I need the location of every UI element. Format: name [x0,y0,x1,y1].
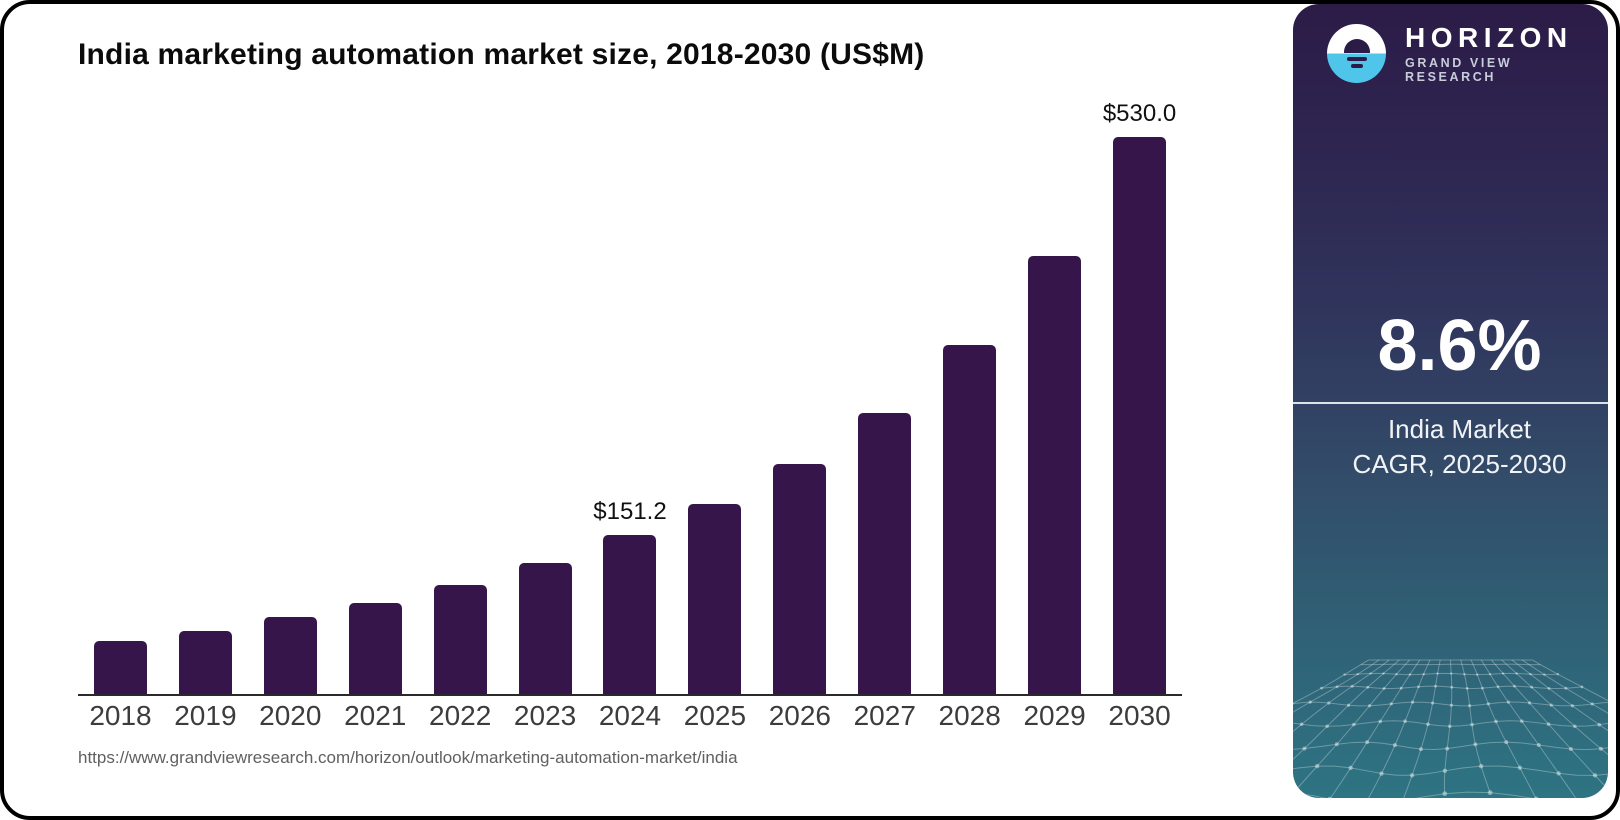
bar-2028 [943,345,997,694]
x-label-2027: 2027 [853,700,916,731]
chart-title: India marketing automation market size, … [78,38,925,71]
bar-2027 [858,413,912,694]
x-label-2026: 2026 [768,700,831,731]
cagr-value: 8.6% [1377,306,1542,386]
cagr-label-line1: India Market [1387,414,1532,444]
brand-name: HORIZON [1405,22,1573,53]
bar-2020 [263,617,317,694]
bar-series: $151.2 $530.0 [78,102,1182,694]
bar-2018 [93,641,147,694]
x-axis-labels: 2018 2019 2020 2021 2022 2023 2024 2025 2026 2027… [78,700,1182,732]
bar-2024 [603,535,657,694]
x-label-2023: 2023 [513,700,577,731]
bar-slot-2024: $151.2 [588,106,673,694]
brand-subtitle: GRAND VIEW RESEARCH [1405,56,1513,85]
bar-slot-2029 [1012,106,1097,694]
bar-2023 [518,563,572,694]
sidebar: HORIZON GRAND VIEW RESEARCH 8.6% India M… [1293,4,1608,798]
bar-value-label-2024: $151.2 [593,498,667,525]
bar-slot-2028 [927,106,1012,694]
x-label-2024: 2024 [598,700,662,731]
bar-2021 [348,603,402,694]
bar-slot-2030: $530.0 [1097,102,1182,694]
x-label-2029: 2029 [1023,700,1086,731]
bar-2030 [1113,137,1167,694]
logo-reflection-line [1350,64,1363,69]
x-label-2021: 2021 [344,700,407,731]
bar-slot-2023 [503,106,588,694]
bar-2022 [433,585,487,694]
brand-block: HORIZON GRAND VIEW RESEARCH [1327,23,1608,84]
bar-2025 [688,504,742,694]
x-label-2020: 2020 [259,700,322,731]
cagr-label-line2: CAGR, 2025-2030 [1352,449,1567,479]
x-label-2018: 2018 [89,700,152,731]
bar-value-label-2030: $530.0 [1102,100,1177,127]
bar-slot-2022 [418,106,503,694]
bar-chart-plot: $151.2 $530.0 [78,102,1182,696]
bar-slot-2018 [78,106,163,694]
bar-slot-2020 [248,106,333,694]
logo-sun-dome [1343,39,1370,54]
wireframe-mesh-graphic [1293,659,1608,798]
logo-reflection-line [1346,57,1367,62]
bar-slot-2019 [163,106,248,694]
horizon-logo-icon [1327,24,1386,84]
bar-slot-2027 [842,106,927,694]
cagr-label: India Market CAGR, 2025-2030 [1293,412,1608,482]
source-url: https://www.grandviewresearch.com/horizo… [78,748,738,767]
bar-slot-2025 [672,106,757,694]
bar-2019 [178,631,232,694]
bar-slot-2021 [333,106,418,694]
x-label-2019: 2019 [174,700,237,731]
x-label-2030: 2030 [1108,700,1171,731]
stat-divider [1293,402,1608,404]
brand-text: HORIZON GRAND VIEW RESEARCH [1405,22,1608,85]
x-label-2028: 2028 [938,700,1001,731]
x-label-2025: 2025 [683,700,747,731]
bar-2029 [1028,256,1082,694]
x-label-2022: 2022 [429,700,492,731]
bar-2026 [773,464,827,694]
bar-slot-2026 [757,106,842,694]
